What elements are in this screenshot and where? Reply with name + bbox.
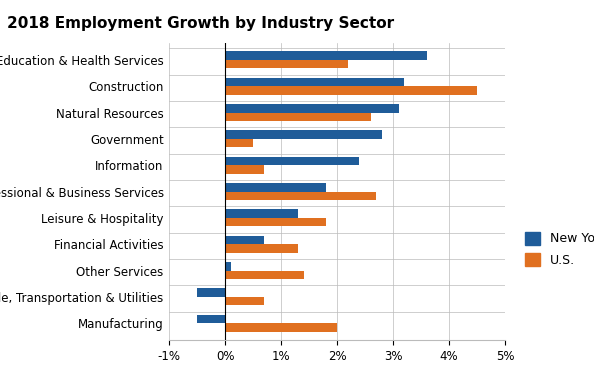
Bar: [225, 297, 264, 305]
Bar: [225, 157, 359, 165]
Bar: [225, 236, 264, 244]
Bar: [225, 51, 426, 60]
Legend: New York State, U.S.: New York State, U.S.: [517, 224, 594, 274]
Bar: [225, 323, 337, 332]
Bar: [225, 209, 298, 218]
Text: 2018 Employment Growth by Industry Sector: 2018 Employment Growth by Industry Secto…: [7, 16, 394, 31]
Bar: [197, 315, 225, 323]
Bar: [225, 113, 371, 121]
Bar: [225, 104, 399, 113]
Bar: [225, 60, 348, 68]
Bar: [225, 78, 404, 86]
Bar: [225, 165, 264, 174]
Bar: [225, 244, 298, 253]
Bar: [225, 218, 326, 226]
Bar: [197, 289, 225, 297]
Bar: [225, 192, 376, 200]
Bar: [225, 270, 304, 279]
Bar: [225, 262, 231, 270]
Bar: [225, 183, 326, 192]
Bar: [225, 139, 253, 147]
Bar: [225, 86, 477, 94]
Bar: [225, 131, 382, 139]
